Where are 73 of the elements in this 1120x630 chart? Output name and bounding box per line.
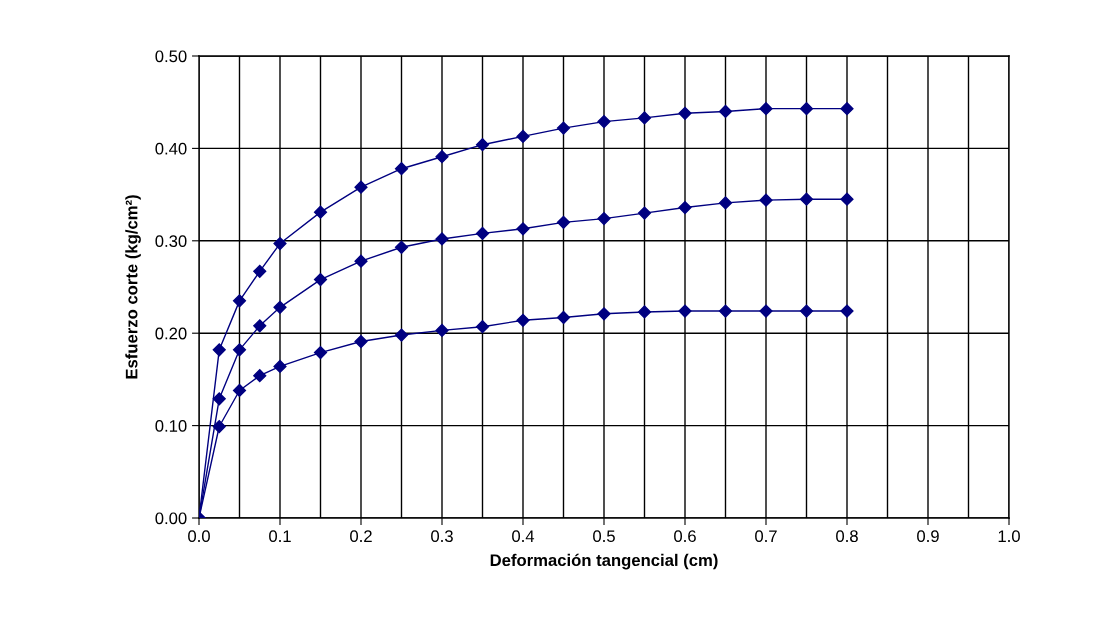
x-tick-label: 0.8 [836, 530, 858, 543]
point [354, 254, 368, 268]
point [799, 192, 814, 206]
point [232, 294, 247, 308]
point [597, 307, 611, 321]
y-tick-label: 0.30 [155, 235, 187, 247]
point [516, 313, 530, 327]
point [475, 138, 490, 152]
point [232, 343, 247, 357]
point [637, 111, 652, 125]
x-tick-label: 0.9 [917, 530, 939, 543]
point [799, 304, 814, 318]
point [273, 236, 287, 251]
point [840, 192, 854, 206]
x-tick-label: 1.0 [998, 530, 1020, 543]
x-axis-title: Deformación tangencial (cm) [490, 553, 718, 570]
point [718, 304, 733, 318]
point [273, 359, 287, 374]
point [212, 419, 226, 434]
point [435, 150, 449, 164]
point [253, 369, 267, 383]
point [516, 222, 530, 236]
point [637, 206, 652, 220]
point [394, 162, 409, 176]
point [759, 102, 773, 116]
point [313, 346, 328, 360]
point [253, 319, 267, 333]
x-tick-label: 0.5 [593, 530, 615, 543]
y-tick-label: 0.10 [155, 420, 187, 432]
point [516, 129, 530, 143]
point [799, 102, 814, 116]
point [678, 106, 692, 120]
x-tick-label: 0.7 [755, 530, 777, 543]
point [556, 121, 571, 135]
point [759, 193, 773, 207]
point [435, 232, 449, 246]
point [556, 310, 571, 325]
point [840, 102, 854, 116]
point [718, 104, 733, 119]
point [253, 264, 267, 278]
point [759, 304, 773, 318]
point [212, 343, 226, 357]
point [273, 300, 287, 314]
point [475, 226, 490, 240]
x-tick-label: 0.2 [350, 530, 372, 543]
point [475, 320, 490, 334]
point [354, 334, 368, 349]
y-tick-label: 0.50 [155, 50, 187, 63]
y-tick-label: 0.00 [155, 512, 187, 525]
y-tick-label: 0.20 [155, 327, 187, 340]
x-tick-label: 0.3 [431, 530, 453, 543]
y-tick-label: 0.40 [155, 142, 187, 155]
point [556, 215, 571, 229]
point [597, 115, 611, 129]
point [354, 180, 368, 194]
point [678, 304, 692, 318]
point [637, 305, 652, 319]
y-axis-title: Esfuerzo corte (kg/cm²) [125, 195, 141, 379]
point [678, 200, 692, 215]
x-tick-label: 0.4 [512, 530, 535, 543]
point [212, 392, 226, 406]
point [232, 383, 247, 398]
point [597, 212, 611, 226]
point [435, 323, 449, 338]
x-tick-label: 0.1 [269, 530, 291, 543]
point [840, 304, 854, 318]
point [313, 273, 328, 287]
point [718, 196, 733, 210]
point [313, 205, 328, 219]
x-tick-label: 0.6 [674, 530, 696, 543]
point [394, 240, 409, 254]
x-tick-label: 0.0 [188, 530, 210, 543]
point [394, 328, 409, 342]
